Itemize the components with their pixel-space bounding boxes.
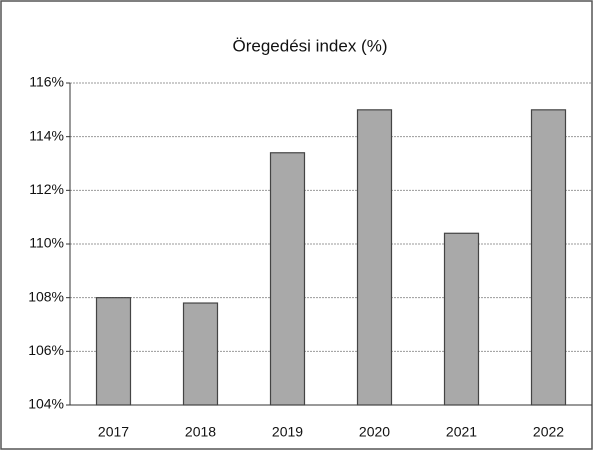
y-tick-label: 110% <box>29 235 64 251</box>
x-tick-label: 2020 <box>359 424 390 440</box>
bar <box>530 109 567 406</box>
x-tick-label: 2017 <box>98 424 129 440</box>
bar <box>356 109 393 406</box>
chart-title: Öregedési index (%) <box>233 36 388 55</box>
y-tick-label: 114% <box>29 127 64 143</box>
y-tick-label: 104% <box>28 396 64 412</box>
y-tick-label: 112% <box>29 181 64 197</box>
bar <box>182 302 219 406</box>
bar <box>443 232 480 406</box>
x-tick-label: 2021 <box>446 424 477 440</box>
x-tick-label: 2019 <box>272 424 303 440</box>
bar <box>95 297 132 406</box>
y-tick-label: 106% <box>28 342 64 358</box>
y-tick-label: 116% <box>29 74 64 90</box>
x-tick-label: 2022 <box>533 424 564 440</box>
bar <box>269 152 306 406</box>
x-tick-label: 2018 <box>185 424 216 440</box>
y-tick-label: 108% <box>28 288 64 304</box>
